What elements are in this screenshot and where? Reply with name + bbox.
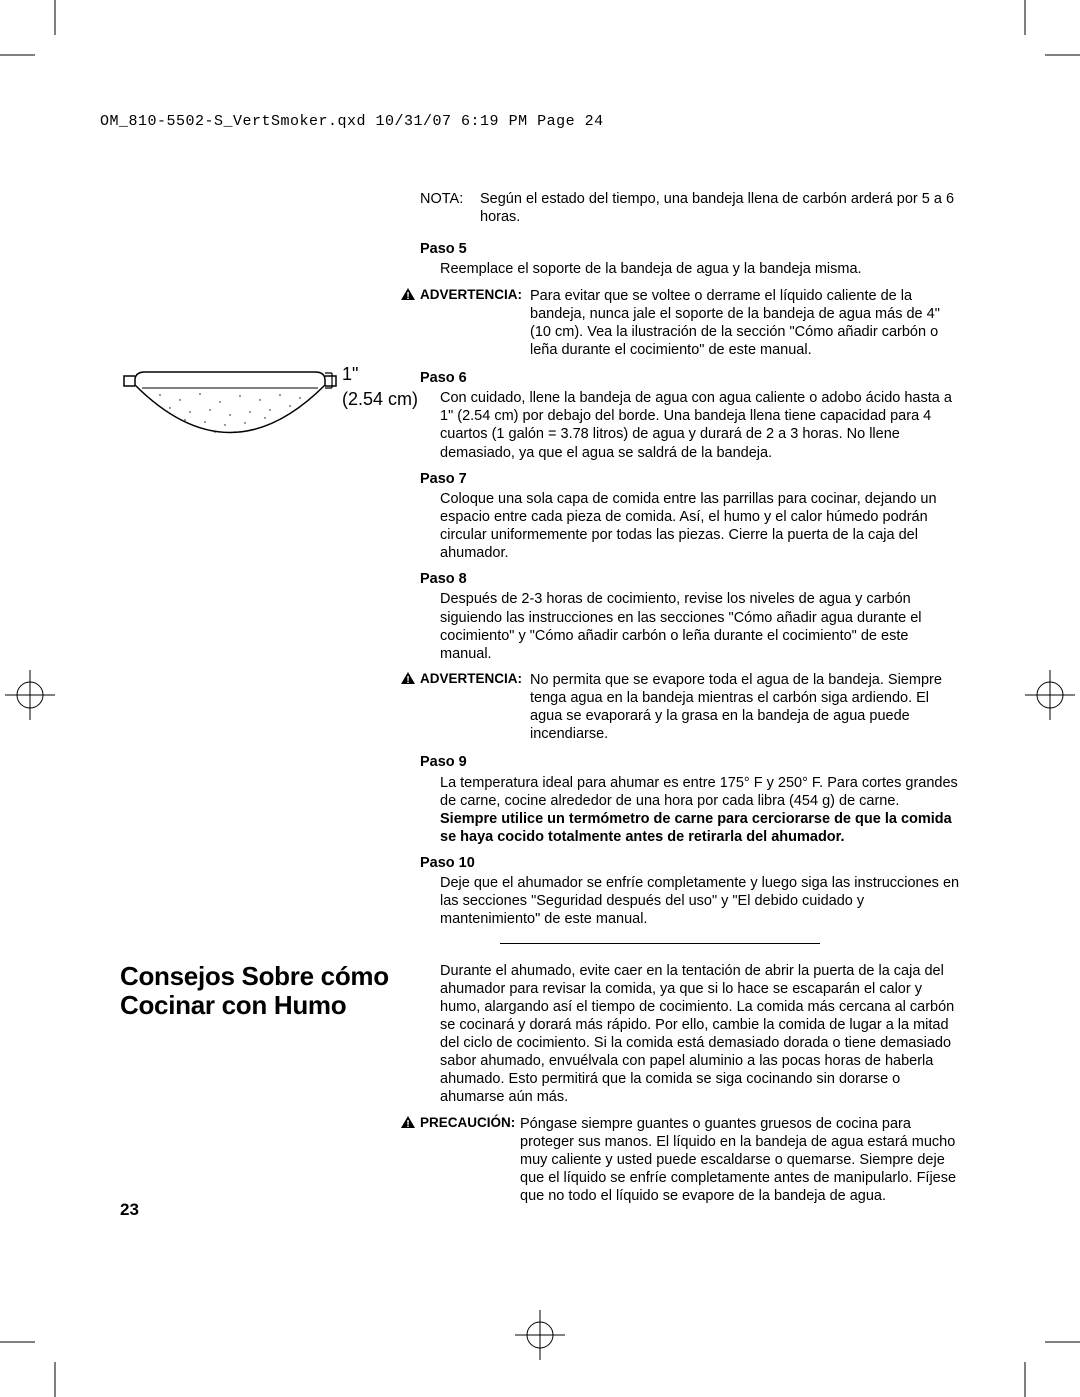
warning5-text: Para evitar que se voltee o derrame el l…	[530, 287, 960, 360]
nota-text: Según el estado del tiempo, una bandeja …	[480, 190, 960, 226]
tips-para: Durante el ahumado, evite caer en la ten…	[440, 962, 960, 1107]
registration-right	[1025, 670, 1075, 720]
pan-cm-label: (2.54 cm)	[342, 387, 418, 412]
nota-label: NOTA:	[420, 190, 480, 226]
step9-text: La temperatura ideal para ahumar es entr…	[440, 774, 960, 847]
step8-text: Después de 2-3 horas de cocimiento, revi…	[440, 590, 960, 663]
tips-title-1: Consejos Sobre cómo	[120, 961, 389, 991]
step7-head: Paso 7	[420, 470, 960, 488]
step5-head: Paso 5	[420, 240, 960, 258]
tips-title-2: Cocinar con Humo	[120, 990, 346, 1020]
pan-inch-label: 1"	[342, 362, 418, 387]
step10-head: Paso 10	[420, 854, 960, 872]
caution-text: Póngase siempre guantes o guantes grueso…	[520, 1115, 960, 1206]
step9-head: Paso 9	[420, 753, 960, 771]
step7-text: Coloque una sola capa de comida entre la…	[440, 490, 960, 563]
warning8-text: No permita que se evapore toda el agua d…	[530, 671, 960, 744]
prepress-header: OM_810-5502-S_VertSmoker.qxd 10/31/07 6:…	[100, 113, 604, 130]
page-content: 1" (2.54 cm) NOTA: Según el estado del t…	[120, 190, 960, 1215]
water-pan-illustration	[120, 360, 340, 470]
step10-text: Deje que el ahumador se enfríe completam…	[440, 874, 960, 928]
warning8-label: ADVERTENCIA:	[420, 671, 530, 744]
tips-title: Consejos Sobre cómo Cocinar con Humo	[120, 962, 410, 1022]
registration-bottom	[515, 1310, 565, 1360]
step6-text: Con cuidado, llene la bandeja de agua co…	[440, 389, 960, 462]
registration-left	[5, 670, 55, 720]
step6-head: Paso 6	[420, 369, 960, 387]
page-number: 23	[120, 1200, 139, 1220]
caution-label: PRECAUCIÓN:	[420, 1115, 520, 1206]
step9-bold: Siempre utilice un termómetro de carne p…	[440, 811, 952, 845]
step8-head: Paso 8	[420, 570, 960, 588]
pan-measurement: 1" (2.54 cm)	[342, 362, 418, 412]
step9-text1: La temperatura ideal para ahumar es entr…	[440, 775, 958, 809]
warning5-label: ADVERTENCIA:	[420, 287, 530, 360]
section-divider	[500, 943, 820, 944]
step5-text: Reemplace el soporte de la bandeja de ag…	[440, 260, 960, 278]
